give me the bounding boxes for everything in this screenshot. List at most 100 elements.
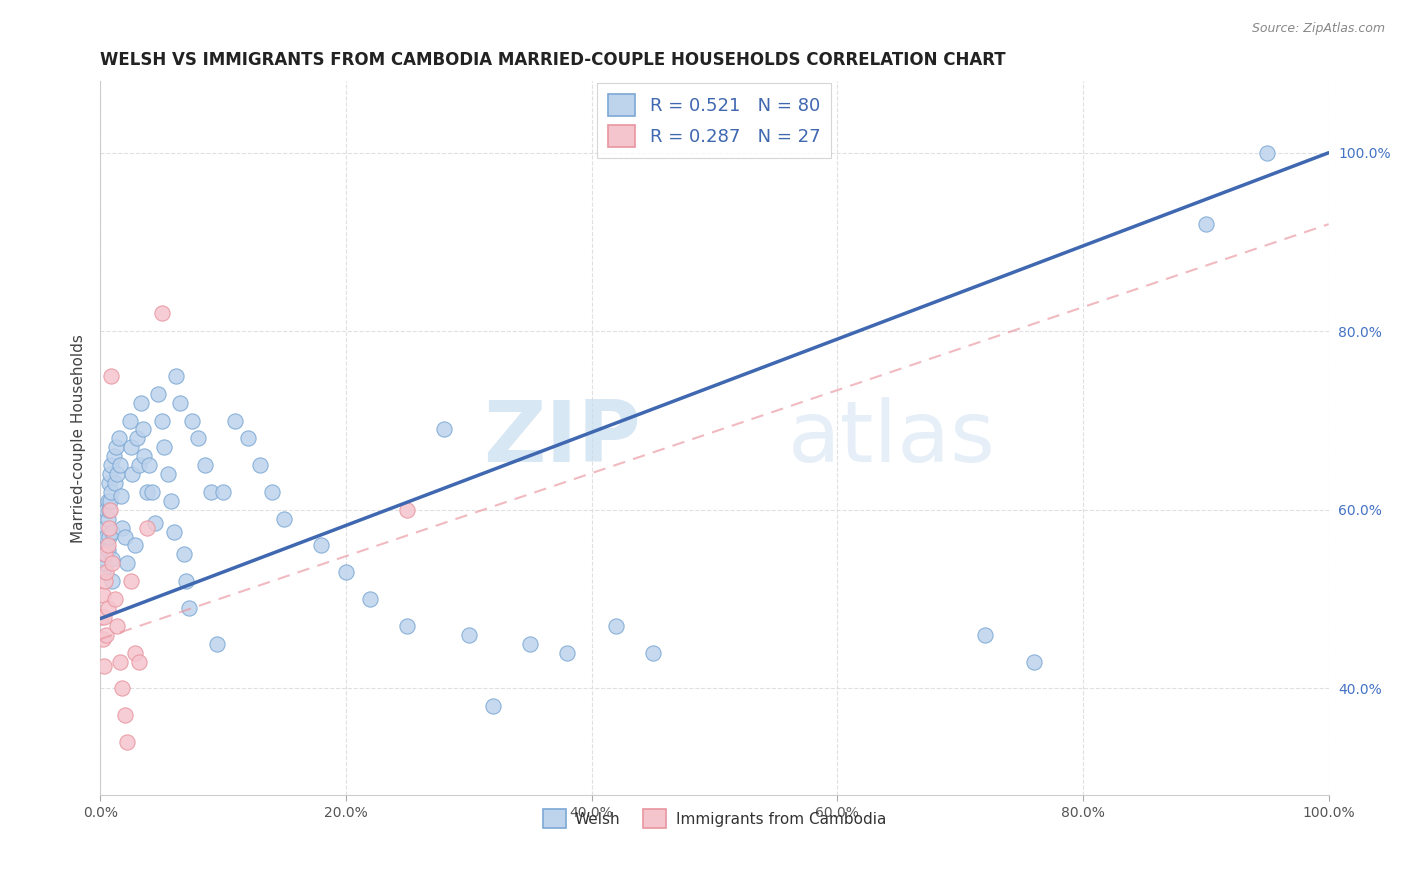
Point	[1256, 145, 1278, 160]
Point	[114, 708, 136, 723]
Point	[93, 659, 115, 673]
Point	[135, 521, 157, 535]
Point	[94, 548, 117, 562]
Point	[236, 431, 259, 445]
Point	[100, 458, 122, 472]
Point	[97, 521, 120, 535]
Point	[249, 458, 271, 472]
Point	[104, 592, 127, 607]
Point	[177, 601, 200, 615]
Point	[96, 539, 118, 553]
Point	[156, 467, 179, 481]
Point	[91, 632, 114, 647]
Point	[1195, 217, 1218, 231]
Point	[605, 619, 627, 633]
Point	[105, 619, 128, 633]
Point	[169, 395, 191, 409]
Point	[125, 431, 148, 445]
Point	[141, 484, 163, 499]
Point	[91, 588, 114, 602]
Point	[96, 530, 118, 544]
Point	[124, 646, 146, 660]
Point	[97, 475, 120, 490]
Point	[519, 637, 541, 651]
Point	[153, 440, 176, 454]
Point	[134, 449, 156, 463]
Point	[105, 467, 128, 481]
Point	[163, 525, 186, 540]
Point	[187, 431, 209, 445]
Point	[111, 681, 134, 696]
Point	[97, 502, 120, 516]
Point	[101, 552, 124, 566]
Point	[396, 502, 419, 516]
Point	[1022, 655, 1045, 669]
Point	[120, 440, 142, 454]
Point	[94, 574, 117, 589]
Legend: Welsh, Immigrants from Cambodia: Welsh, Immigrants from Cambodia	[537, 804, 891, 834]
Point	[335, 566, 357, 580]
Point	[146, 386, 169, 401]
Point	[94, 548, 117, 562]
Text: Source: ZipAtlas.com: Source: ZipAtlas.com	[1251, 22, 1385, 36]
Point	[181, 413, 204, 427]
Point	[96, 502, 118, 516]
Point	[482, 699, 505, 714]
Point	[165, 368, 187, 383]
Point	[98, 493, 121, 508]
Point	[396, 619, 419, 633]
Point	[309, 539, 332, 553]
Point	[174, 574, 197, 589]
Point	[108, 655, 131, 669]
Point	[118, 413, 141, 427]
Point	[200, 484, 222, 499]
Point	[115, 557, 138, 571]
Point	[100, 368, 122, 383]
Point	[98, 467, 121, 481]
Point	[129, 395, 152, 409]
Point	[114, 530, 136, 544]
Point	[121, 467, 143, 481]
Point	[100, 484, 122, 499]
Point	[90, 610, 112, 624]
Point	[135, 484, 157, 499]
Point	[107, 431, 129, 445]
Point	[160, 493, 183, 508]
Point	[91, 566, 114, 580]
Point	[145, 516, 167, 531]
Point	[96, 628, 118, 642]
Point	[101, 525, 124, 540]
Point	[110, 489, 132, 503]
Point	[205, 637, 228, 651]
Point	[105, 440, 128, 454]
Point	[111, 521, 134, 535]
Point	[93, 610, 115, 624]
Point	[101, 557, 124, 571]
Point	[93, 557, 115, 571]
Text: ZIP: ZIP	[482, 397, 641, 480]
Point	[108, 458, 131, 472]
Point	[433, 422, 456, 436]
Text: atlas: atlas	[789, 397, 995, 480]
Point	[224, 413, 246, 427]
Point	[96, 543, 118, 558]
Point	[104, 475, 127, 490]
Point	[98, 502, 121, 516]
Point	[273, 512, 295, 526]
Point	[212, 484, 235, 499]
Point	[457, 628, 479, 642]
Point	[150, 306, 173, 320]
Point	[173, 548, 195, 562]
Text: WELSH VS IMMIGRANTS FROM CAMBODIA MARRIED-COUPLE HOUSEHOLDS CORRELATION CHART: WELSH VS IMMIGRANTS FROM CAMBODIA MARRIE…	[100, 51, 1005, 69]
Point	[120, 574, 142, 589]
Point	[641, 646, 664, 660]
Point	[103, 449, 125, 463]
Point	[96, 493, 118, 508]
Point	[94, 521, 117, 535]
Point	[555, 646, 578, 660]
Point	[262, 484, 284, 499]
Point	[128, 655, 150, 669]
Point	[973, 628, 995, 642]
Point	[96, 512, 118, 526]
Point	[150, 413, 173, 427]
